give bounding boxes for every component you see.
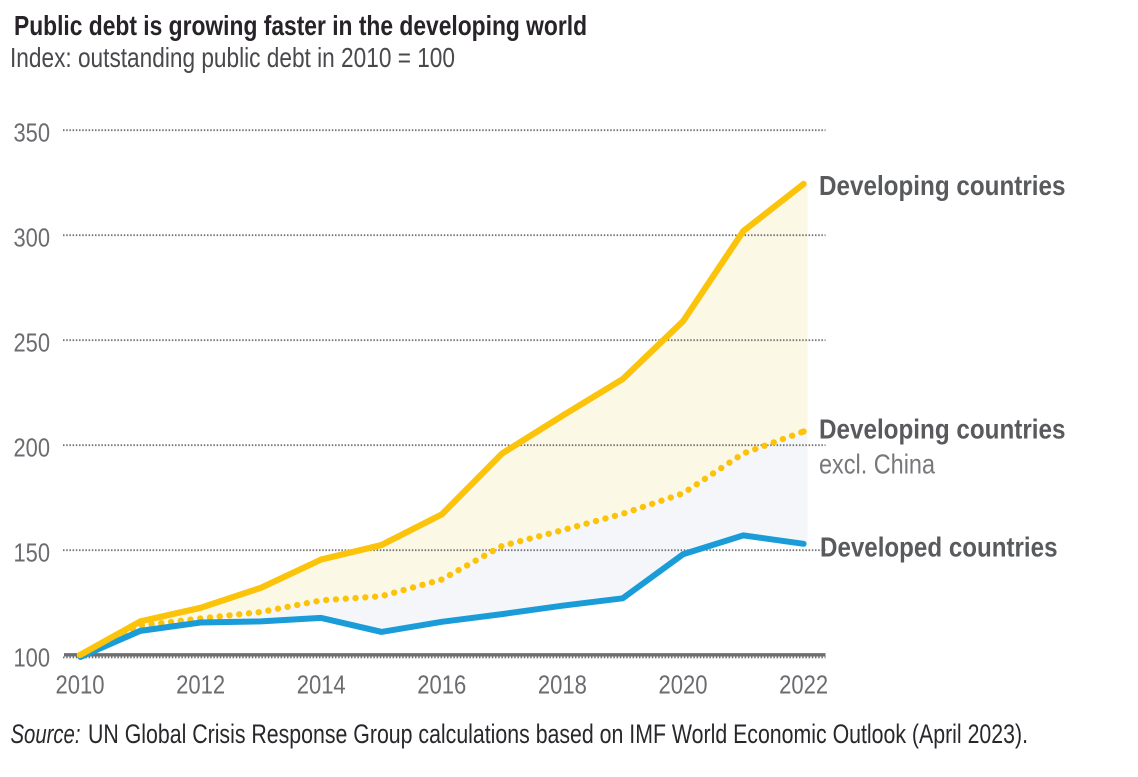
svg-text:150: 150: [14, 538, 51, 568]
svg-text:350: 350: [14, 118, 51, 148]
svg-text:Source:: Source:: [11, 719, 81, 749]
svg-text:250: 250: [14, 328, 51, 358]
svg-text:Developed countries: Developed countries: [820, 532, 1058, 563]
svg-text:2020: 2020: [659, 669, 708, 699]
svg-text:2014: 2014: [297, 669, 346, 699]
svg-text:300: 300: [14, 223, 51, 253]
svg-text:Index: outstanding public debt: Index: outstanding public debt in 2010 =…: [10, 42, 455, 73]
svg-text:100: 100: [14, 643, 51, 673]
svg-text:2022: 2022: [779, 669, 828, 699]
svg-text:Public debt is growing faster: Public debt is growing faster in the dev…: [14, 10, 587, 41]
svg-text:2012: 2012: [176, 669, 225, 699]
svg-text:excl. China: excl. China: [819, 448, 935, 479]
svg-text:200: 200: [14, 433, 51, 463]
svg-text:2010: 2010: [56, 669, 105, 699]
svg-text:UN Global Crisis Response Grou: UN Global Crisis Response Group calculat…: [88, 719, 1028, 749]
svg-text:Developing countries: Developing countries: [819, 170, 1066, 201]
svg-text:2016: 2016: [417, 669, 466, 699]
svg-text:Developing countries: Developing countries: [819, 413, 1066, 444]
svg-text:2018: 2018: [538, 669, 587, 699]
